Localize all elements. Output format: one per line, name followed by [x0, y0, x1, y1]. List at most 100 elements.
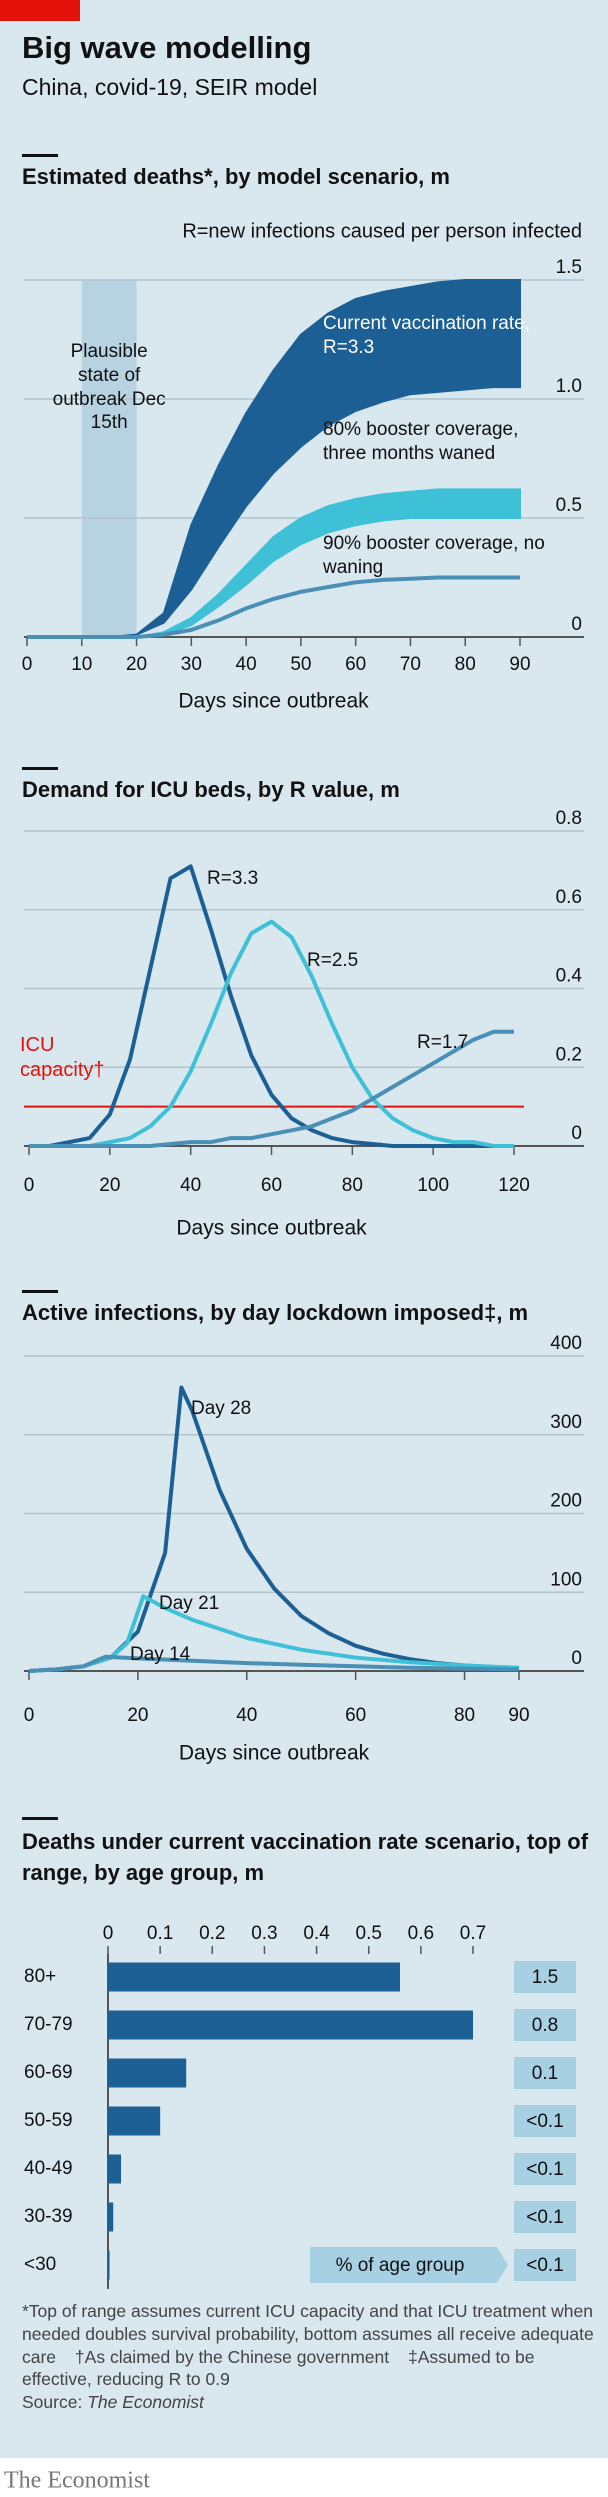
series-label: 90% booster coverage, no waning — [323, 533, 545, 578]
line — [27, 575, 520, 639]
x-tick-label: 0.3 — [251, 1923, 277, 1944]
reference-label: ICU capacity† — [20, 1033, 105, 1081]
y-tick-label: 0.2 — [556, 1044, 582, 1065]
bar — [108, 2058, 187, 2088]
side-box — [514, 2201, 576, 2233]
x-tick-label: 0.5 — [356, 1923, 382, 1944]
range-band — [27, 279, 521, 638]
series-label: R=1.7 — [417, 1032, 468, 1053]
x-tick-label: 0.7 — [460, 1923, 486, 1944]
y-tick-label: 1.5 — [556, 257, 582, 278]
x-tick-label: 0 — [103, 1923, 114, 1944]
bar — [108, 2010, 473, 2040]
side-box — [514, 2009, 576, 2041]
chart-title-box: Active infections, by day lockdown impos… — [22, 1300, 528, 1325]
y-tick-label: 0.6 — [556, 887, 582, 908]
x-axis-label: Days since outbreak — [176, 1217, 367, 1240]
title-rule — [22, 154, 58, 157]
main-title: Big wave modelling — [22, 30, 311, 65]
footnotes-box: *Top of range assumes current ICU capaci… — [22, 2301, 594, 2414]
chart-title: Deaths under current vaccination rate sc… — [22, 1829, 589, 1885]
x-tick-label: 90 — [508, 1705, 529, 1726]
category-label: 60-69 — [24, 2062, 73, 2083]
x-tick-label: 0 — [22, 654, 33, 675]
shade-label-box: Plausible state of outbreak Dec 15th — [52, 341, 166, 434]
x-tick-label: 20 — [126, 654, 147, 675]
side-label: 0.8 — [532, 2015, 558, 2036]
title-rule — [22, 1290, 58, 1293]
shade-label: Plausible state of outbreak Dec 15th — [52, 341, 166, 434]
x-tick-label: 90 — [509, 654, 530, 675]
series-label: Day 21 — [159, 1593, 219, 1614]
source: The Economist — [87, 2392, 204, 2412]
x-tick-label: 0.1 — [147, 1923, 173, 1944]
x-tick-label: 10 — [71, 654, 92, 675]
series-label: Current vaccination rate, R=3.3 — [323, 313, 530, 358]
series-label: Day 14 — [130, 1644, 191, 1665]
category-label: <30 — [24, 2254, 56, 2275]
source-line: Source: The Economist — [22, 2391, 594, 2414]
line — [29, 919, 514, 1148]
subtitle: China, covid-19, SEIR model — [22, 74, 317, 100]
x-tick-label: 50 — [290, 654, 311, 675]
category-label: 50-59 — [24, 2110, 73, 2131]
footer-background — [0, 2458, 608, 2497]
x-tick-label: 80 — [455, 654, 476, 675]
x-tick-label: 0 — [24, 1175, 35, 1196]
side-header-box — [310, 2247, 508, 2283]
x-axis-label: Days since outbreak — [179, 1742, 370, 1765]
side-box — [514, 2057, 576, 2089]
range-band — [27, 488, 521, 638]
x-tick-label: 0.2 — [199, 1923, 225, 1944]
chart-title: Estimated deaths*, by model scenario, m — [22, 164, 450, 189]
shaded-period — [81, 280, 137, 637]
side-label: 0.1 — [532, 2063, 558, 2084]
reference-label-box: ICU capacity† — [20, 1033, 105, 1081]
series-label-box: 80% booster coverage, three months waned — [323, 419, 518, 464]
y-tick-label: 400 — [550, 1333, 582, 1354]
y-tick-label: 200 — [550, 1491, 582, 1512]
y-tick-label: 0 — [571, 614, 582, 635]
category-label: 70-79 — [24, 2014, 73, 2035]
x-tick-label: 60 — [261, 1175, 282, 1196]
category-label: 30-39 — [24, 2206, 73, 2227]
footnote: †As claimed by the Chinese government — [74, 2346, 390, 2367]
bar — [108, 2154, 122, 2184]
side-label: <0.1 — [526, 2111, 564, 2132]
y-tick-label: 0.4 — [556, 966, 583, 987]
footnote: ‡Assumed to be effective, reducing R to … — [22, 2346, 535, 2390]
bar — [108, 2202, 114, 2232]
x-tick-label: 20 — [99, 1175, 120, 1196]
y-tick-label: 100 — [550, 1569, 582, 1590]
category-label: 80+ — [24, 1966, 56, 1987]
x-tick-label: 40 — [236, 654, 257, 675]
x-tick-label: 40 — [236, 1705, 257, 1726]
x-tick-label: 40 — [180, 1175, 201, 1196]
side-label: <0.1 — [526, 2255, 564, 2276]
x-tick-label: 0.4 — [303, 1923, 330, 1944]
x-tick-label: 20 — [127, 1705, 148, 1726]
x-tick-label: 60 — [345, 1705, 366, 1726]
bar — [108, 2250, 110, 2280]
bar — [108, 1962, 400, 1992]
y-tick-label: 300 — [550, 1412, 582, 1433]
series-label-box: Current vaccination rate, R=3.3 — [323, 313, 530, 358]
footnote: *Top of range assumes current ICU capaci… — [22, 2301, 594, 2367]
brand: The Economist — [4, 2468, 150, 2494]
y-tick-label: 0.8 — [556, 808, 582, 829]
chart-title-box: Estimated deaths*, by model scenario, m — [22, 164, 450, 189]
x-tick-label: 120 — [498, 1175, 530, 1196]
x-tick-label: 30 — [181, 654, 202, 675]
side-box — [514, 2249, 576, 2281]
line — [29, 864, 514, 1148]
x-tick-label: 60 — [345, 654, 366, 675]
x-tick-label: 0.6 — [408, 1923, 434, 1944]
chart-title-box: Deaths under current vaccination rate sc… — [22, 1829, 589, 1885]
title-rule — [22, 767, 58, 770]
side-box — [514, 2105, 576, 2137]
side-box — [514, 2153, 576, 2185]
chart-title: Demand for ICU beds, by R value, m — [22, 777, 400, 802]
x-tick-label: 70 — [400, 654, 421, 675]
annotation: R=new infections caused per person infec… — [182, 220, 582, 242]
bar — [108, 2106, 161, 2136]
